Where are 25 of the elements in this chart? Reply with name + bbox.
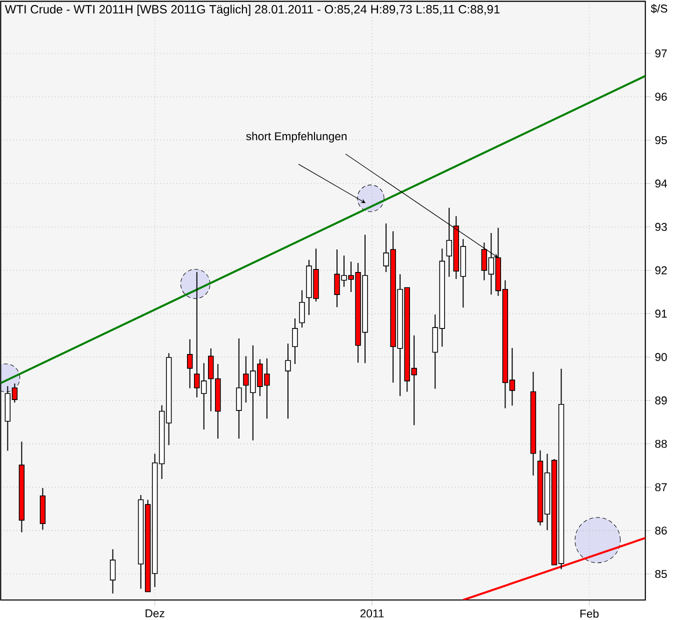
y-tick-label: 90	[655, 353, 667, 362]
candlestick	[187, 338, 193, 389]
candlestick	[236, 338, 242, 440]
y-tick-label: 87	[655, 483, 667, 492]
y-tick-label: 92	[655, 266, 667, 274]
y-tick-label: 94	[655, 180, 668, 188]
y-tick-label: 97	[655, 49, 667, 58]
y-tick-label: 95	[655, 136, 667, 144]
annotation: short Empfehlungen	[246, 132, 347, 142]
x-tick-label: 2011	[360, 609, 384, 618]
y-tick-label: 91	[655, 310, 667, 318]
y-tick-label: 93	[655, 222, 667, 231]
candlestick	[110, 548, 116, 594]
chart-title: WTI Crude - WTI 2011H [WBS 2011G Täglich] 28.01.2011 - O:85,24 H:89,73 L:85,11 C:88,91	[4, 4, 500, 16]
y-tick-label: 96	[655, 92, 667, 101]
candlestick	[285, 343, 291, 420]
x-tick-label: Feb	[580, 609, 599, 618]
y-tick-label: 89	[655, 396, 667, 404]
candlestick	[292, 318, 298, 364]
y-axis-title: $/S	[650, 4, 668, 14]
x-tick-label: Dez	[146, 609, 164, 618]
candlestick	[299, 290, 305, 328]
y-tick-label: 85	[655, 570, 667, 578]
y-tick-label: 88	[655, 440, 667, 448]
y-tick-label: 86	[655, 526, 667, 535]
